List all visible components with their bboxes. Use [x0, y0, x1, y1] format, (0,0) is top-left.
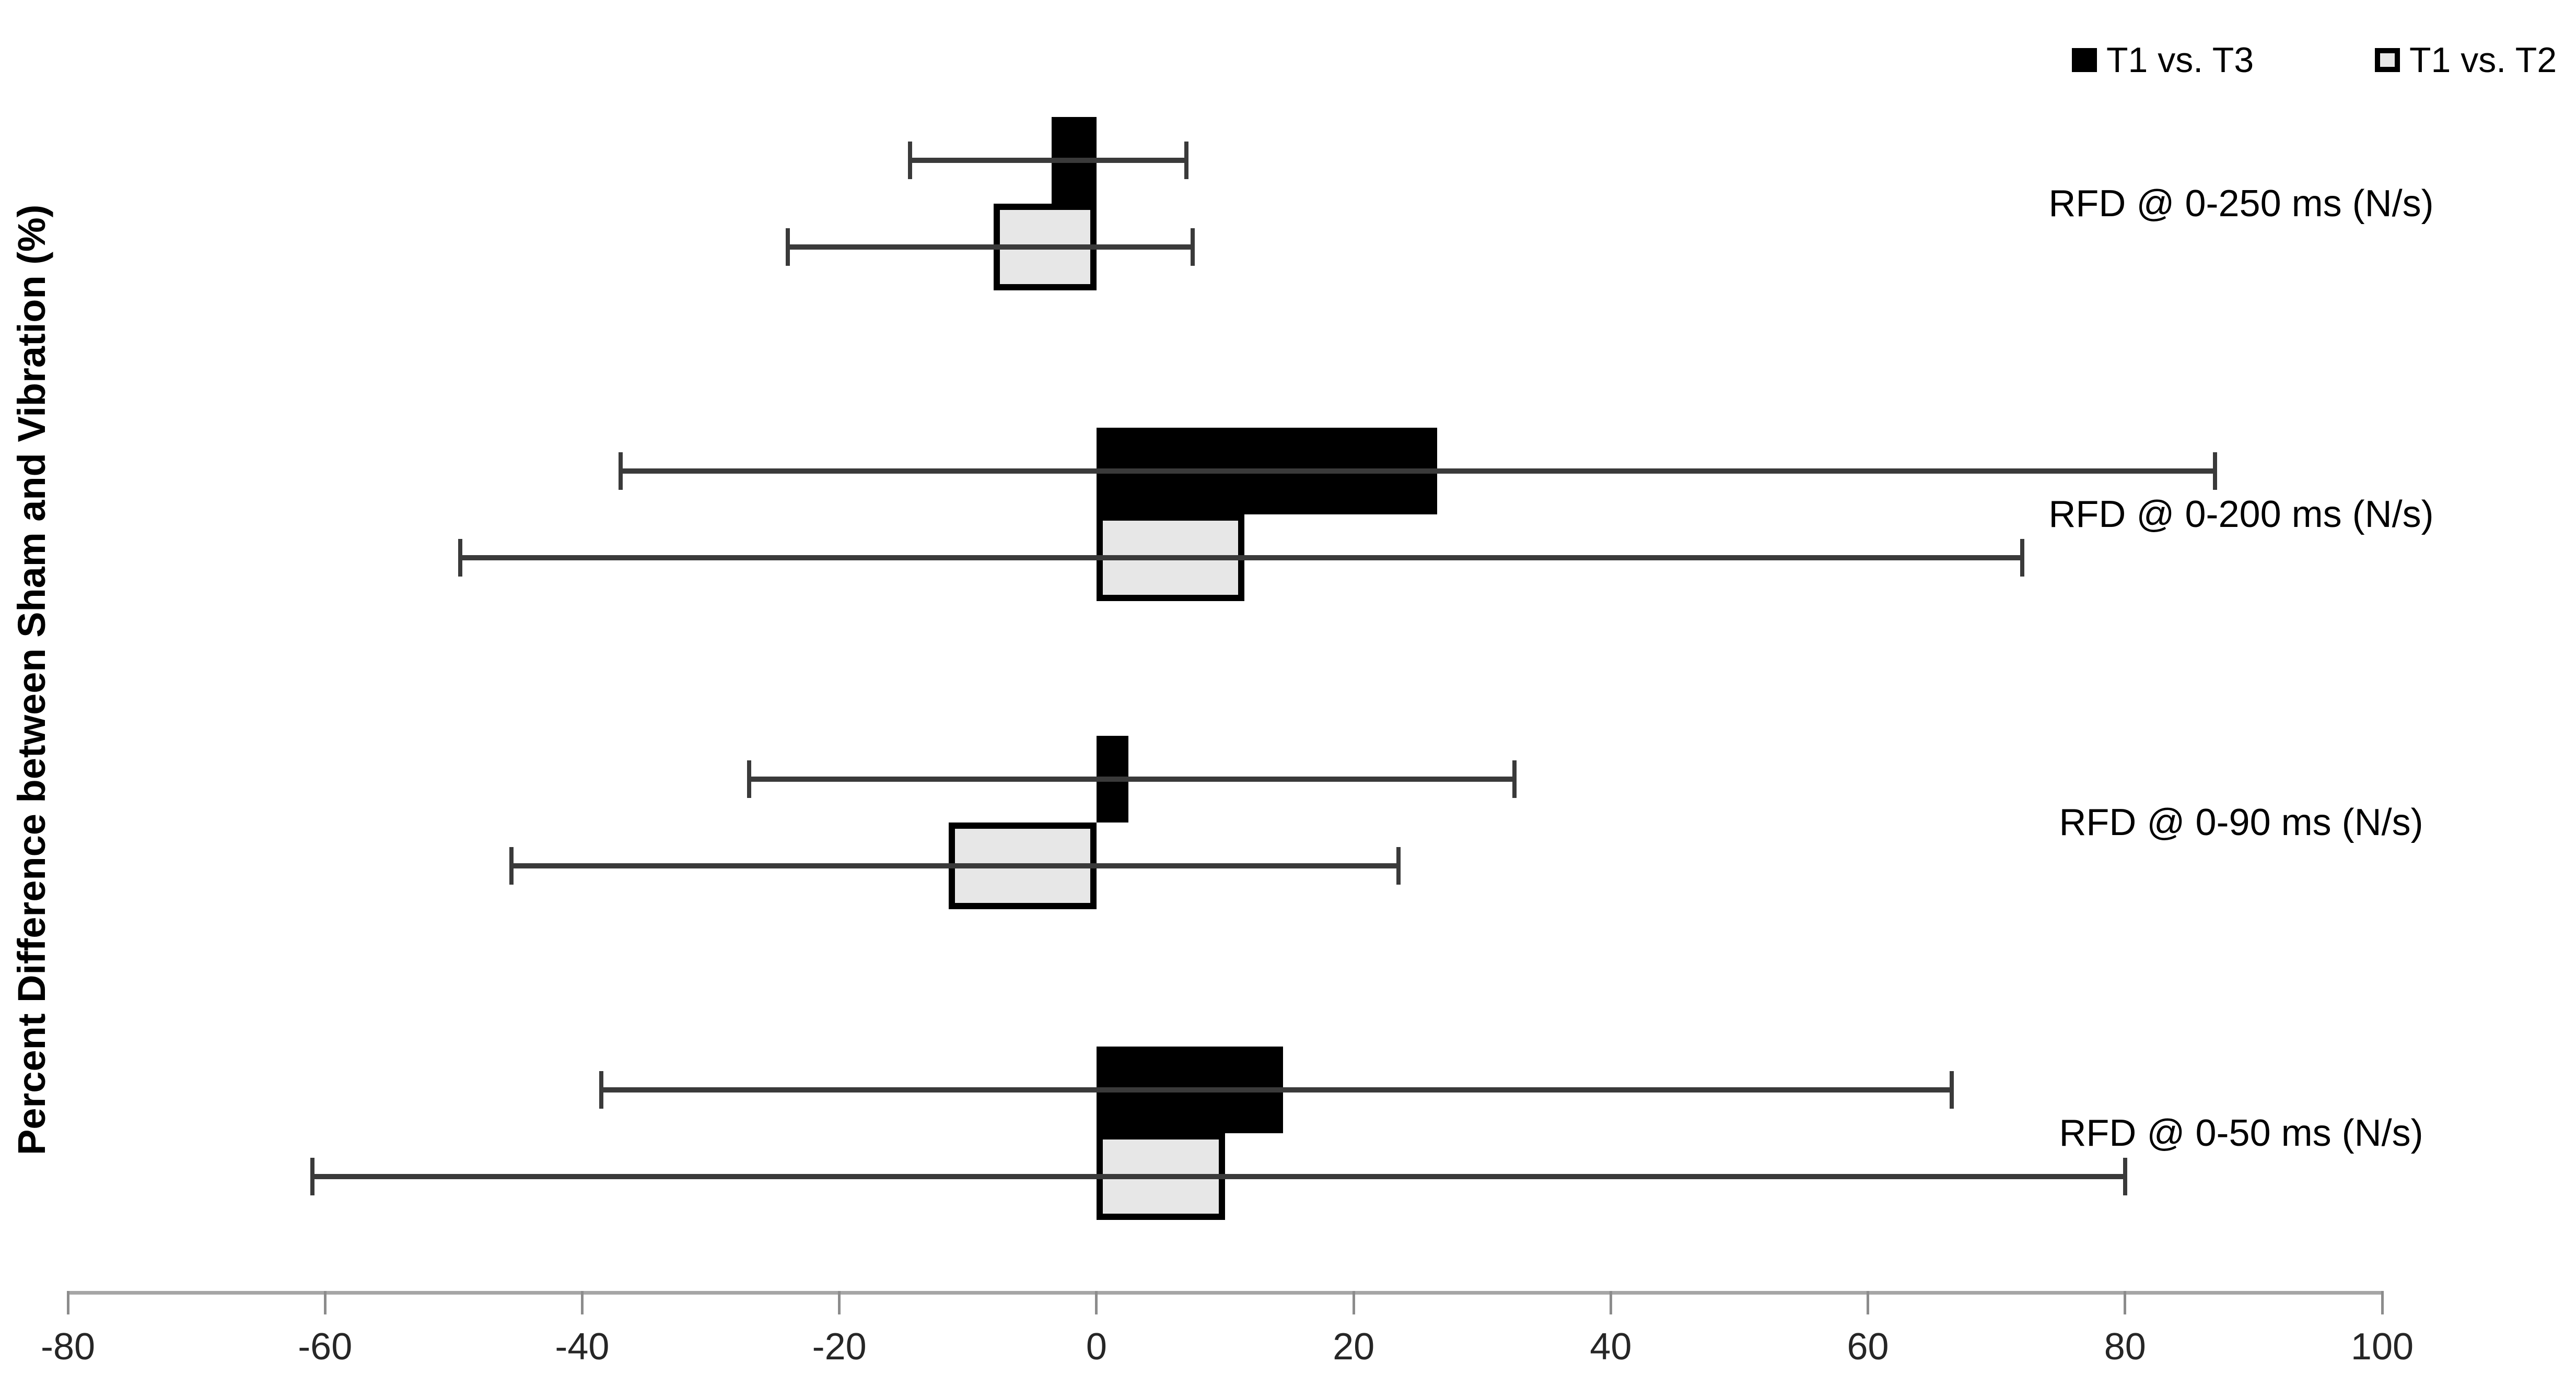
x-tick-label--20: -20	[812, 1326, 867, 1368]
error-cap-low-rfd-0-250-ms-n-s-series-0	[908, 142, 913, 179]
x-axis-tick-100	[2381, 1291, 2384, 1314]
error-cap-high-rfd-0-200-ms-n-s-series-0	[2213, 452, 2218, 490]
legend-swatch-t1-vs-t3	[2072, 48, 2097, 72]
error-cap-high-rfd-0-50-ms-n-s-series-0	[1949, 1071, 1954, 1109]
error-cap-high-rfd-0-200-ms-n-s-series-1	[2020, 539, 2024, 577]
x-axis-tick-80	[2124, 1291, 2127, 1314]
x-axis-tick-0	[1095, 1291, 1098, 1314]
x-tick-label--60: -60	[298, 1326, 353, 1368]
category-label-rfd-0-250-ms-n-s: RFD @ 0-250 ms (N/s)	[2048, 183, 2434, 225]
x-axis-tick--20	[838, 1291, 841, 1314]
x-tick-label-0: 0	[1086, 1326, 1107, 1368]
x-axis-tick-20	[1352, 1291, 1355, 1314]
error-cap-high-rfd-0-250-ms-n-s-series-0	[1184, 142, 1189, 179]
error-cap-low-rfd-0-90-ms-n-s-series-0	[747, 760, 752, 798]
error-bar-rfd-0-90-ms-n-s-series-0	[749, 777, 1514, 782]
legend-label-t1-vs-t3: T1 vs. T3	[2106, 40, 2254, 80]
error-cap-low-rfd-0-200-ms-n-s-series-1	[458, 539, 462, 577]
error-cap-low-rfd-0-50-ms-n-s-series-0	[599, 1071, 604, 1109]
legend-item-t1-vs-t2: T1 vs. T2	[2375, 40, 2557, 80]
error-cap-high-rfd-0-50-ms-n-s-series-1	[2123, 1158, 2127, 1195]
category-label-rfd-0-90-ms-n-s: RFD @ 0-90 ms (N/s)	[2059, 802, 2423, 843]
category-label-rfd-0-50-ms-n-s: RFD @ 0-50 ms (N/s)	[2059, 1112, 2423, 1154]
error-bar-rfd-0-200-ms-n-s-series-0	[621, 468, 2216, 474]
error-bar-rfd-0-90-ms-n-s-series-1	[511, 863, 1399, 868]
category-label-rfd-0-200-ms-n-s: RFD @ 0-200 ms (N/s)	[2048, 494, 2434, 535]
x-tick-label-100: 100	[2350, 1326, 2414, 1368]
x-tick-label-20: 20	[1333, 1326, 1375, 1368]
error-bar-rfd-0-50-ms-n-s-series-1	[312, 1174, 2125, 1179]
error-cap-low-rfd-0-200-ms-n-s-series-0	[619, 452, 623, 490]
x-tick-label-80: 80	[2104, 1326, 2146, 1368]
error-cap-low-rfd-0-250-ms-n-s-series-1	[786, 228, 790, 266]
error-bar-rfd-0-200-ms-n-s-series-1	[460, 555, 2022, 560]
error-cap-low-rfd-0-90-ms-n-s-series-1	[509, 847, 514, 885]
legend-item-t1-vs-t3: T1 vs. T3	[2072, 40, 2254, 80]
error-bar-rfd-0-50-ms-n-s-series-0	[601, 1087, 1952, 1092]
x-tick-label-40: 40	[1590, 1326, 1632, 1368]
error-cap-high-rfd-0-90-ms-n-s-series-1	[1396, 847, 1401, 885]
x-tick-label--40: -40	[555, 1326, 610, 1368]
error-bar-rfd-0-250-ms-n-s-series-0	[910, 158, 1187, 163]
error-cap-low-rfd-0-50-ms-n-s-series-1	[310, 1158, 314, 1195]
x-tick-label--80: -80	[40, 1326, 96, 1368]
legend-swatch-t1-vs-t2	[2375, 48, 2400, 72]
legend-label-t1-vs-t2: T1 vs. T2	[2409, 40, 2557, 80]
x-axis-tick--40	[580, 1291, 584, 1314]
error-cap-high-rfd-0-90-ms-n-s-series-0	[1512, 760, 1517, 798]
x-tick-label-60: 60	[1847, 1326, 1889, 1368]
x-axis-tick--60	[323, 1291, 327, 1314]
y-axis-title: Percent Difference between Sham and Vibr…	[10, 204, 53, 1155]
x-axis-tick-60	[1867, 1291, 1870, 1314]
x-axis-tick--80	[66, 1291, 69, 1314]
error-bar-rfd-0-250-ms-n-s-series-1	[788, 244, 1193, 250]
x-axis-line	[68, 1291, 2382, 1295]
error-cap-high-rfd-0-250-ms-n-s-series-1	[1191, 228, 1195, 266]
x-axis-tick-40	[1609, 1291, 1612, 1314]
